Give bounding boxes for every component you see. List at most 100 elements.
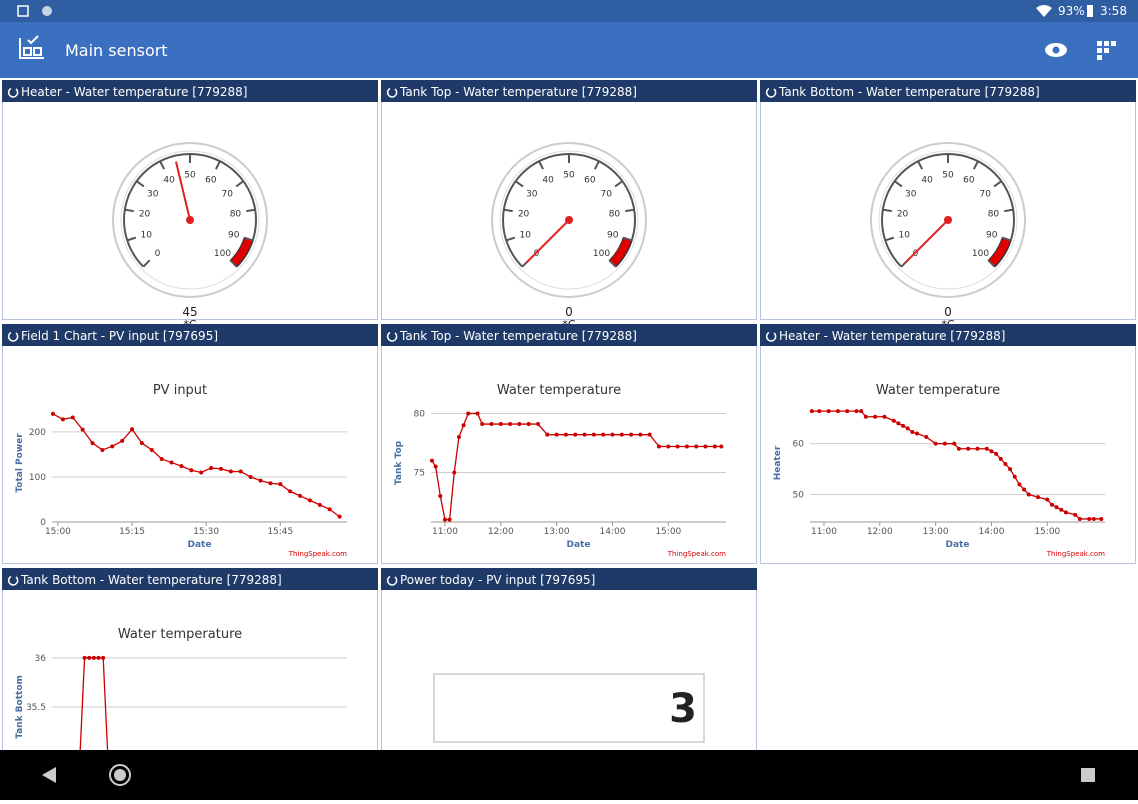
gauge-tick-label: 50 (184, 171, 196, 181)
gauge-tick (538, 160, 545, 170)
refresh-icon[interactable] (7, 575, 19, 586)
gauge-tick (235, 180, 244, 188)
refresh-icon[interactable] (765, 331, 777, 342)
y-tick-label: 60 (793, 440, 805, 450)
gauge-tick-label: 90 (228, 231, 240, 241)
panel-header (381, 324, 757, 346)
dashboard: Heater - Water temperature [779288]01020… (2, 80, 1136, 750)
data-point (101, 655, 106, 660)
refresh-icon[interactable] (386, 87, 398, 98)
wifi-icon (1036, 5, 1052, 17)
data-point (87, 655, 92, 660)
x-tick-label: 12:00 (488, 527, 514, 537)
gauge-tick (1004, 208, 1014, 213)
gauge-tick (608, 259, 617, 268)
data-point (1099, 516, 1104, 521)
gauge-tick-label: 80 (988, 209, 1000, 219)
gauge-tick-label: 10 (141, 231, 153, 241)
data-point (619, 432, 624, 437)
data-point (1003, 462, 1008, 467)
data-point (647, 432, 652, 437)
data-point (452, 470, 457, 475)
back-button[interactable] (42, 767, 56, 783)
x-axis-label: Date (567, 540, 591, 550)
gauge-value: 0 (944, 305, 952, 319)
x-axis-label: Date (188, 540, 212, 550)
gauge-tick (987, 259, 996, 268)
data-point (712, 444, 717, 449)
gauge-needle (904, 216, 952, 264)
chart-credit: ThingSpeak.com (288, 550, 347, 558)
gauge-tick-label: 70 (979, 189, 991, 199)
gauge-tick-label: 60 (584, 176, 596, 186)
data-point (601, 432, 606, 437)
data-point (438, 494, 443, 499)
home-button[interactable] (109, 764, 131, 786)
data-point (826, 409, 831, 414)
data-point (1017, 482, 1022, 487)
app-icon[interactable] (19, 35, 44, 59)
gauge-needle (175, 161, 192, 225)
data-point (327, 507, 332, 512)
gauge-tick (159, 160, 166, 170)
gauge-tick-label: 20 (139, 209, 151, 219)
data-point (100, 447, 105, 452)
data-point (1087, 516, 1092, 521)
data-point (60, 417, 65, 422)
data-point (591, 432, 596, 437)
refresh-icon[interactable] (386, 331, 398, 342)
data-point (480, 422, 485, 427)
gauge-tick (993, 180, 1002, 188)
y-axis-label: Heater (773, 445, 783, 480)
status-icons: 93% 3:58 (17, 4, 1127, 18)
x-tick-label: 13:00 (923, 527, 949, 537)
grid-button[interactable] (1097, 41, 1116, 60)
data-point (199, 470, 204, 475)
refresh-icon[interactable] (765, 87, 777, 98)
panel: Tank Top - Water temperature [779288] Wat… (381, 324, 757, 564)
red-zone (229, 236, 254, 268)
battery-level: 93% (1058, 4, 1085, 18)
status-bar: 93% 3:58 (0, 0, 1138, 22)
data-point (317, 502, 322, 507)
gauge-tick-label: 60 (205, 176, 217, 186)
gauge-tick-label: 40 (542, 176, 554, 186)
data-point (90, 441, 95, 446)
refresh-icon[interactable] (386, 575, 398, 586)
data-point (96, 655, 101, 660)
data-point (447, 517, 452, 522)
gauge-tick-label: 30 (905, 189, 917, 199)
gauge-tick (614, 180, 623, 188)
data-point (82, 655, 87, 660)
panel-header (381, 80, 757, 102)
data-point (845, 409, 850, 414)
data-point (189, 468, 194, 473)
recents-button[interactable] (1081, 768, 1095, 782)
view-button[interactable] (1045, 43, 1067, 57)
gauge-tick (124, 208, 134, 213)
gauge-tick (142, 259, 151, 268)
y-tick-label: 35.5 (26, 703, 46, 713)
gauge-needle (525, 216, 573, 264)
gauge-tick (625, 208, 635, 213)
data-point (238, 469, 243, 474)
refresh-icon[interactable] (7, 331, 19, 342)
y-tick-label: 36 (35, 654, 47, 664)
data-point (684, 444, 689, 449)
panel-title: Tank Bottom - Water temperature [779288] (20, 573, 282, 587)
chart-title: Water temperature (876, 383, 1000, 398)
panel: Tank Top - Water temperature [779288]010… (381, 80, 757, 331)
x-tick-label: 15:30 (193, 527, 219, 537)
refresh-icon[interactable] (7, 87, 19, 98)
data-point (248, 474, 253, 479)
panel-title: Tank Top - Water temperature [779288] (399, 329, 637, 343)
data-point (573, 432, 578, 437)
panel-title: Field 1 Chart - PV input [797695] (21, 329, 218, 343)
data-point (896, 421, 901, 426)
data-point (70, 415, 75, 420)
data-point (209, 465, 214, 470)
data-point (942, 441, 947, 446)
numeric-box (433, 673, 705, 743)
data-point (475, 411, 480, 416)
gauge-hub (186, 216, 194, 224)
